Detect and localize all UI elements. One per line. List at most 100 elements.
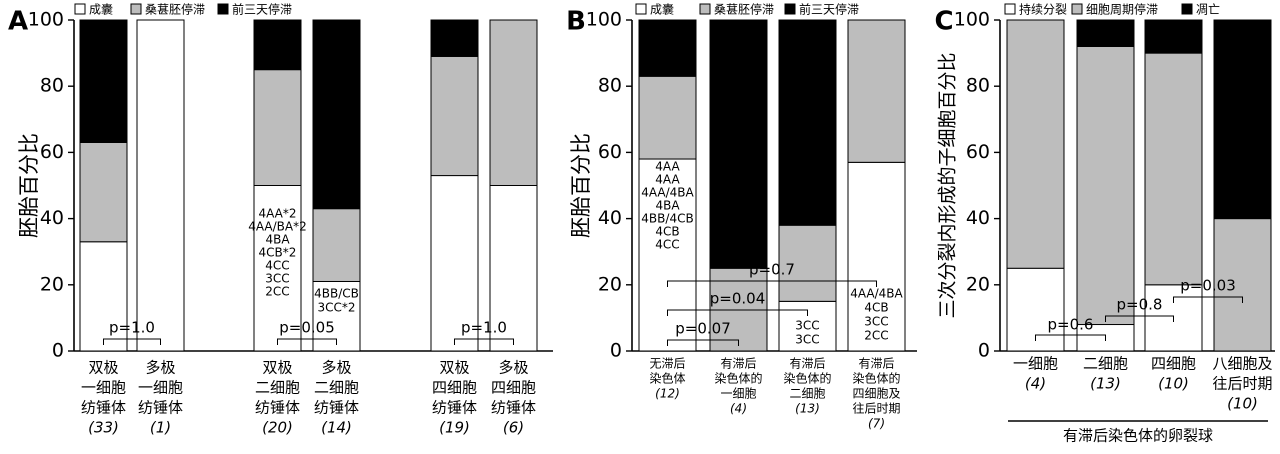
panel-c-bar-1-seg-2	[1076, 19, 1135, 47]
panel-a-category-label-5-2: 纺锤体	[491, 399, 536, 417]
panel-a-bar-annotation-2-6: 2CC	[265, 285, 289, 299]
panel-a-category-label-2-1: 二细胞	[255, 379, 300, 397]
panel-a-category-label-1-0: 多极	[145, 359, 175, 377]
panel-b-legend-swatch-0	[635, 3, 647, 15]
panel-a-bar-annotation-2-4: 4CC	[265, 259, 289, 273]
panel-a-category-label-2-2: 纺锤体	[255, 399, 300, 417]
panel-b-y-tick-label-80: 80	[598, 75, 622, 97]
panel-a-bar-annotation-2-0: 4AA*2	[258, 207, 296, 221]
panel-c-category-n-0: (4)	[1025, 375, 1046, 393]
panel-c-bar-2-seg-2	[1144, 19, 1203, 54]
panel-a-pvalue-label-0: p=1.0	[109, 319, 155, 337]
panel-b-category-label-3-1: 染色体的	[852, 371, 900, 386]
panel-a-y-tick-label-20: 20	[40, 273, 64, 295]
panel-b-bar-annotation-2-0: 3CC	[795, 319, 819, 333]
panel-a-category-label-1-2: 纺锤体	[138, 399, 183, 417]
panel-b-category-label-3-0: 有滞后	[858, 357, 894, 371]
panel-b-bar-annotation-0-0: 4AA	[655, 160, 680, 174]
panel-a-bar-annotation-3-0: 4BB/CB	[314, 287, 359, 301]
panel-b-y-tick-label-60: 60	[598, 141, 622, 163]
panel-a-category-label-5-0: 多极	[498, 359, 528, 377]
panel-a-bar-0-seg-2	[79, 19, 128, 143]
panel-a-y-tick-label-0: 0	[52, 340, 64, 362]
panel-b-bar-annotation-3-3: 2CC	[864, 329, 888, 343]
panel-a-bar-annotation-2-5: 3CC	[265, 272, 289, 286]
panel-b-bar-3-seg-0	[847, 161, 906, 352]
panel-a-legend-swatch-1	[130, 3, 142, 15]
panel-a-category-label-4-1: 四细胞	[432, 379, 477, 397]
panel-c-bar-0-seg-1	[1006, 19, 1065, 269]
panel-c-legend-swatch-0	[1004, 3, 1016, 15]
panel-b-y-tick-label-0: 0	[610, 340, 622, 362]
panel-b-category-n-0: (12)	[655, 387, 680, 401]
panel-a-legend-label-0: 成囊	[89, 2, 113, 17]
panel-c-category-n-2: (10)	[1158, 375, 1189, 393]
panel-b-bar-0-seg-0	[638, 158, 697, 352]
panel-a-category-label-3-1: 二细胞	[314, 379, 359, 397]
panel-c-legend-swatch-1	[1071, 3, 1083, 15]
panel-b-y-axis-label: 胚胎百分比	[569, 133, 593, 238]
panel-b-y-tick-label-20: 20	[598, 273, 622, 295]
panel-b-bar-annotation-3-0: 4AA/4BA	[850, 287, 903, 301]
panel-b-bar-0-seg-2	[638, 19, 697, 77]
panel-a-category-label-3-2: 纺锤体	[314, 399, 359, 417]
panel-c-y-tick-label-20: 20	[966, 273, 990, 295]
panel-c-y-axis-label: 三次分裂内形成的子细胞百分比	[937, 52, 959, 318]
panel-b-bar-3-seg-1	[847, 19, 906, 163]
panel-a-bar-annotation-2-3: 4CB*2	[259, 246, 297, 260]
panel-a-category-label-4-0: 双极	[439, 359, 469, 377]
panel-c-category-label-0-0: 一细胞	[1013, 355, 1058, 373]
panel-b-pvalue-label-0: p=0.07	[675, 320, 731, 338]
panel-c-y-tick-label-100: 100	[954, 9, 990, 31]
panel-c-y-tick-label-0: 0	[978, 340, 990, 362]
panel-b-bar-annotation-2-1: 3CC	[795, 333, 819, 347]
panel-a-bar-annotation-2-2: 4BA	[265, 233, 290, 247]
panel-a-pvalue-bracket-1	[277, 338, 337, 345]
panel-c-pvalue-bracket-2	[1173, 296, 1243, 303]
panel-b-pvalue-label-1: p=0.04	[710, 290, 766, 308]
panel-c-pvalue-label-0: p=0.6	[1048, 316, 1094, 334]
panel-a-bar-annotation-2-1: 4AA/BA*2	[248, 220, 307, 234]
panel-c-bar-1-seg-1	[1076, 45, 1135, 326]
panel-c-legend-swatch-2	[1181, 3, 1193, 15]
panel-b-bar-2-seg-2	[778, 19, 837, 226]
panel-a-bar-3-seg-1	[312, 208, 361, 282]
panel-b-legend-swatch-1	[699, 3, 711, 15]
panel-a-bar-4-seg-0	[430, 175, 479, 352]
panel-a-y-tick-label-60: 60	[40, 141, 64, 163]
panel-a-bar-3-seg-2	[312, 19, 361, 210]
panel-b-category-n-2: (13)	[795, 402, 820, 416]
panel-a-category-label-2-0: 双极	[262, 359, 292, 377]
panel-a-legend-label-2: 前三天停滞	[232, 2, 292, 17]
panel-a-category-label-4-2: 纺锤体	[432, 399, 477, 417]
panel-c-category-n-1: (13)	[1090, 375, 1121, 393]
panel-b-pvalue-bracket-0	[667, 339, 739, 346]
panel-a-bar-4-seg-1	[430, 55, 479, 177]
panel-b-category-label-1-0: 有滞后	[720, 357, 756, 371]
panel-c-letter: C	[934, 7, 953, 37]
panel-a-y-axis-label: 胚胎百分比	[17, 133, 41, 238]
panel-b-bar-annotation-0-5: 4CB	[655, 225, 679, 239]
panel-a-bar-1-seg-0	[136, 19, 185, 352]
panel-c-category-label-2-0: 四细胞	[1151, 355, 1196, 373]
panel-b-category-label-1-2: 一细胞	[720, 387, 756, 401]
panel-b-y-tick-label-40: 40	[598, 207, 622, 229]
panel-a-category-label-0-2: 纺锤体	[81, 399, 126, 417]
panel-c-legend-label-0: 持续分裂	[1019, 2, 1067, 17]
panel-c-category-label-3-1: 往后时期	[1212, 375, 1272, 393]
panel-a-legend-label-1: 桑葚胚停滞	[145, 2, 205, 17]
panel-a-pvalue-label-2: p=1.0	[461, 319, 507, 337]
panel-b-bar-annotation-0-1: 4AA	[655, 173, 680, 187]
panel-a-letter: A	[8, 7, 28, 37]
panel-c-pvalue-bracket-0	[1035, 334, 1106, 341]
panel-b-bar-2-seg-1	[778, 224, 837, 302]
panel-b-category-label-3-2: 四细胞及	[852, 387, 900, 401]
panel-b-y-tick-label-100: 100	[586, 9, 622, 31]
panel-c-pvalue-bracket-1	[1105, 315, 1174, 322]
panel-a-category-n-5: (6)	[503, 419, 524, 437]
panel-a-legend-swatch-0	[74, 3, 86, 15]
panel-b-legend-label-0: 成囊	[650, 2, 674, 17]
panel-b-bar-1-seg-2	[709, 19, 768, 269]
panel-c-bar-3-seg-1	[1213, 218, 1272, 352]
